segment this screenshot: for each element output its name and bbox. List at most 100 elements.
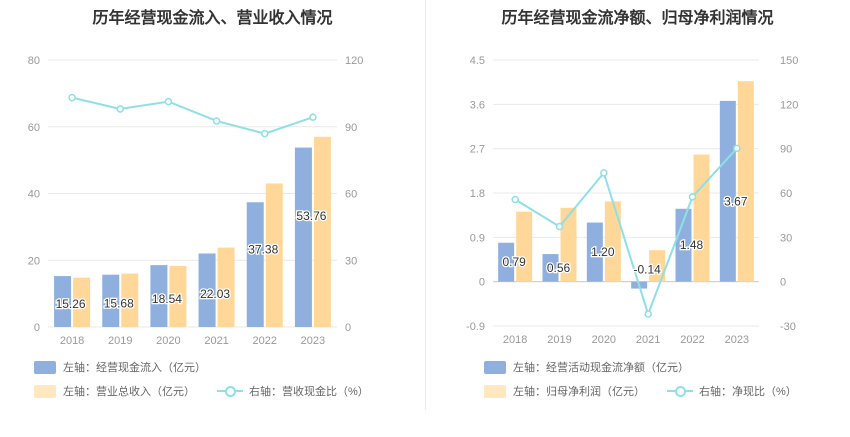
bar-series1 [102, 274, 120, 327]
chart-left: 历年经营现金流入、营业收入情况 0 20 40 60 80 0 30 60 90 120 2018 2… [28, 10, 369, 399]
x-tick-label: 2021 [636, 334, 660, 346]
y-left-tick-label: 3.6 [470, 99, 485, 111]
bar-series2 [737, 81, 754, 282]
legend-swatch-bar2 [34, 384, 56, 398]
legend-item-revenue[interactable]: 左轴：营业总收入（亿元） [34, 383, 195, 399]
line-point [600, 169, 608, 177]
legend-label: 右轴：营收现金比（%） [249, 386, 369, 398]
data-label: 18.54 [152, 292, 182, 306]
y-left-tick-label: 4.5 [470, 55, 485, 67]
line-series [71, 96, 314, 135]
data-label: 37.38 [248, 243, 278, 257]
legend-swatch-bar1 [484, 360, 506, 374]
data-label: 15.68 [104, 296, 134, 310]
data-label: 22.03 [200, 287, 230, 301]
bar-series1 [498, 242, 515, 282]
x-tick-label: 2018 [60, 335, 84, 347]
legend-label: 左轴：经营现金流入（亿元） [63, 362, 206, 374]
y-left-tick-label: 1.8 [470, 188, 485, 200]
bar-series2 [649, 250, 666, 282]
line-point [261, 129, 269, 138]
line-point [733, 144, 741, 153]
line-point [68, 93, 76, 102]
data-label: 0.56 [547, 261, 571, 275]
data-label: 1.20 [591, 245, 615, 259]
bar-series2 [313, 136, 331, 327]
chart-title: 历年经营现金流净额、归母净利润情况 [501, 10, 774, 27]
x-tick-label: 2022 [680, 334, 704, 346]
line-point [309, 113, 317, 121]
y-left-tick-label: 80 [28, 55, 40, 67]
y-left-tick-label: 0.9 [470, 232, 485, 244]
x-tick-label: 2020 [156, 335, 180, 347]
chart-title: 历年经营现金流入、营业收入情况 [92, 10, 333, 27]
legend-item-cash-inflow[interactable]: 左轴：经营现金流入（亿元） [34, 359, 206, 375]
data-label: 1.48 [680, 238, 704, 252]
legend-swatch-line [667, 384, 693, 398]
bar-series2 [516, 211, 533, 282]
line-point [116, 105, 124, 113]
legend-item-net-ratio[interactable]: 右轴：净现比（%） [667, 383, 797, 399]
data-label: -0.14 [633, 263, 661, 277]
y-left-tick-label: 2.7 [470, 144, 485, 156]
x-tick-label: 2019 [108, 335, 132, 347]
bar-series1 [542, 254, 559, 282]
chart-right-plot: -0.9 0 0.9 1.8 2.7 3.6 4.5 -30 0 30 60 90 120 150 2018… [466, 55, 798, 346]
y-right-tick-label: -30 [780, 321, 796, 333]
y-right-tick-label: 30 [345, 255, 357, 267]
legend-item-net-profit[interactable]: 左轴：归母净利润（亿元） [484, 383, 645, 399]
legend-label: 左轴：归母净利润（亿元） [513, 386, 645, 398]
y-right-tick-label: 120 [780, 99, 798, 111]
bar-series2 [121, 273, 139, 327]
bar-series1 [54, 276, 72, 327]
y-right-tick-label: 150 [780, 55, 798, 67]
y-right-tick-label: 90 [345, 122, 357, 134]
y-left-tick-label: -0.9 [466, 321, 485, 333]
legend-item-net-cash[interactable]: 左轴：经营活动现金流净额（亿元） [484, 359, 689, 375]
bar-series2 [169, 265, 187, 327]
data-label: 3.67 [724, 195, 748, 209]
x-tick-label: 2021 [204, 335, 228, 347]
bar-series2 [265, 183, 283, 327]
bar-series1 [246, 202, 264, 327]
bar-series2 [604, 201, 621, 282]
y-right-tick-label: 0 [345, 322, 351, 334]
y-left-tick-label: 0 [34, 322, 40, 334]
panel-divider [425, 0, 426, 410]
x-tick-label: 2023 [301, 335, 325, 347]
bar-series1 [198, 253, 216, 327]
y-left-tick-label: 60 [28, 122, 40, 134]
y-right-tick-label: 30 [780, 232, 792, 244]
x-tick-label: 2023 [725, 334, 749, 346]
legend-swatch-bar1 [34, 360, 56, 374]
bar-series1 [294, 147, 312, 327]
x-tick-label: 2022 [253, 335, 277, 347]
line-point [688, 193, 697, 201]
bar-series2 [560, 207, 577, 282]
data-label: 0.79 [502, 255, 526, 269]
legend-label: 左轴：营业总收入（亿元） [63, 386, 195, 398]
legend-item-ratio[interactable]: 右轴：营收现金比（%） [217, 383, 369, 399]
line-point [212, 117, 221, 125]
y-left-tick-label: 0 [479, 277, 485, 289]
bar-series1 [675, 208, 692, 282]
y-right-tick-label: 90 [780, 144, 792, 156]
bar-series2 [73, 277, 91, 327]
line-series [514, 147, 738, 318]
legend-label: 左轴：经营活动现金流净额（亿元） [513, 362, 689, 374]
data-label: 15.26 [56, 297, 86, 311]
y-right-tick-label: 0 [780, 277, 786, 289]
line-point [555, 222, 564, 231]
line-point [511, 195, 519, 204]
bar-series2 [217, 247, 235, 327]
data-label: 53.76 [296, 209, 326, 223]
line-point [644, 310, 652, 318]
chart-right: 历年经营现金流净额、归母净利润情况 -0.9 0 0.9 1.8 2.7 3.6 4.5 -3… [425, 0, 850, 437]
x-tick-label: 2019 [547, 334, 571, 346]
legend-label: 右轴：净现比（%） [699, 386, 797, 398]
bar-series1 [719, 100, 736, 282]
x-tick-label: 2020 [592, 334, 616, 346]
bar-series1 [586, 222, 603, 282]
bar-series2 [693, 154, 710, 282]
y-left-tick-label: 40 [28, 189, 40, 201]
